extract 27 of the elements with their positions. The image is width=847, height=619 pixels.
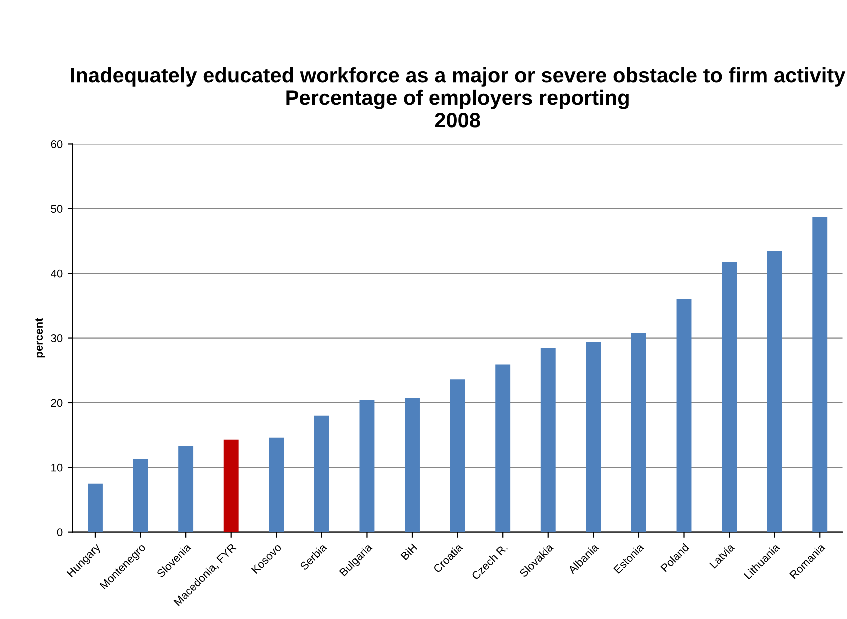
y-tick-label: 30 (51, 334, 63, 342)
y-tick-label: 60 (51, 140, 63, 148)
bar (767, 250, 782, 532)
bar (496, 364, 511, 532)
y-axis-title: percent (36, 318, 46, 358)
bar (133, 459, 148, 532)
chart-title: Inadequately educated workforce as a major or severe obstacle to firm activity Percentage of employers reporting 2008 (71, 67, 846, 128)
bar (269, 438, 284, 532)
y-tick-label: 20 (51, 399, 63, 408)
bar (722, 262, 738, 532)
bar (178, 446, 194, 532)
x-tick-label: BiH (400, 543, 418, 560)
bar (676, 299, 692, 532)
y-tick-label: 10 (52, 464, 63, 472)
bar (88, 484, 103, 532)
bar (586, 342, 602, 532)
bar (360, 400, 375, 532)
y-tick-label: 40 (51, 270, 63, 278)
y-tick-label: 50 (51, 205, 63, 214)
bar (540, 348, 556, 532)
bar (405, 398, 420, 532)
bar (224, 440, 239, 532)
bar (314, 416, 330, 532)
y-tick-label: 0 (57, 528, 63, 536)
bar (450, 380, 466, 532)
bar (812, 217, 828, 532)
bar (631, 333, 646, 532)
